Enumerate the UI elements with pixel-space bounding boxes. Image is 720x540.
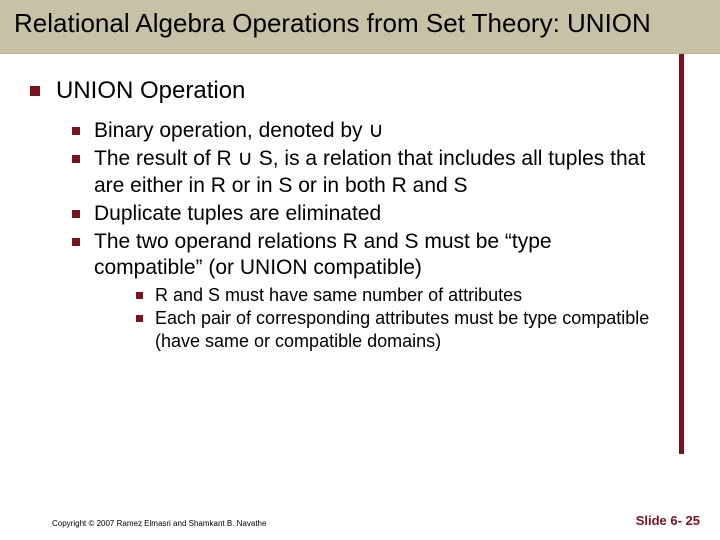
level2-item: Duplicate tuples are eliminated [72, 201, 690, 227]
level2-text: The two operand relations R and S must b… [94, 229, 654, 282]
level2-item: Binary operation, denoted by ∪ [72, 118, 690, 144]
level1-item: UNION Operation [30, 76, 690, 106]
content-area: UNION Operation Binary operation, denote… [0, 54, 720, 352]
level2-text: Binary operation, denoted by ∪ [94, 118, 384, 144]
square-bullet-icon [72, 238, 80, 246]
slide-number: Slide 6- 25 [636, 513, 700, 528]
accent-stripe [679, 54, 684, 454]
level2-item: The two operand relations R and S must b… [72, 229, 690, 282]
level1-list: UNION Operation [30, 76, 690, 106]
footer: Copyright © 2007 Ramez Elmasri and Shamk… [0, 508, 720, 528]
level2-text: The result of R ∪ S, is a relation that … [94, 146, 654, 199]
square-bullet-icon [136, 292, 143, 299]
level2-list: Binary operation, denoted by ∪ The resul… [72, 118, 690, 282]
level3-item: R and S must have same number of attribu… [136, 284, 690, 307]
slide-title: Relational Algebra Operations from Set T… [14, 8, 706, 39]
square-bullet-icon [72, 127, 80, 135]
level3-list: R and S must have same number of attribu… [136, 284, 690, 353]
level3-text: Each pair of corresponding attributes mu… [155, 307, 675, 352]
square-bullet-icon [136, 315, 143, 322]
copyright-text: Copyright © 2007 Ramez Elmasri and Shamk… [52, 519, 266, 528]
level2-text: Duplicate tuples are eliminated [94, 201, 381, 227]
level2-item: The result of R ∪ S, is a relation that … [72, 146, 690, 199]
level1-text: UNION Operation [56, 76, 245, 106]
level3-text: R and S must have same number of attribu… [155, 284, 522, 307]
square-bullet-icon [72, 210, 80, 218]
title-bar: Relational Algebra Operations from Set T… [0, 0, 720, 54]
square-bullet-icon [30, 86, 40, 96]
square-bullet-icon [72, 155, 80, 163]
level3-item: Each pair of corresponding attributes mu… [136, 307, 690, 352]
